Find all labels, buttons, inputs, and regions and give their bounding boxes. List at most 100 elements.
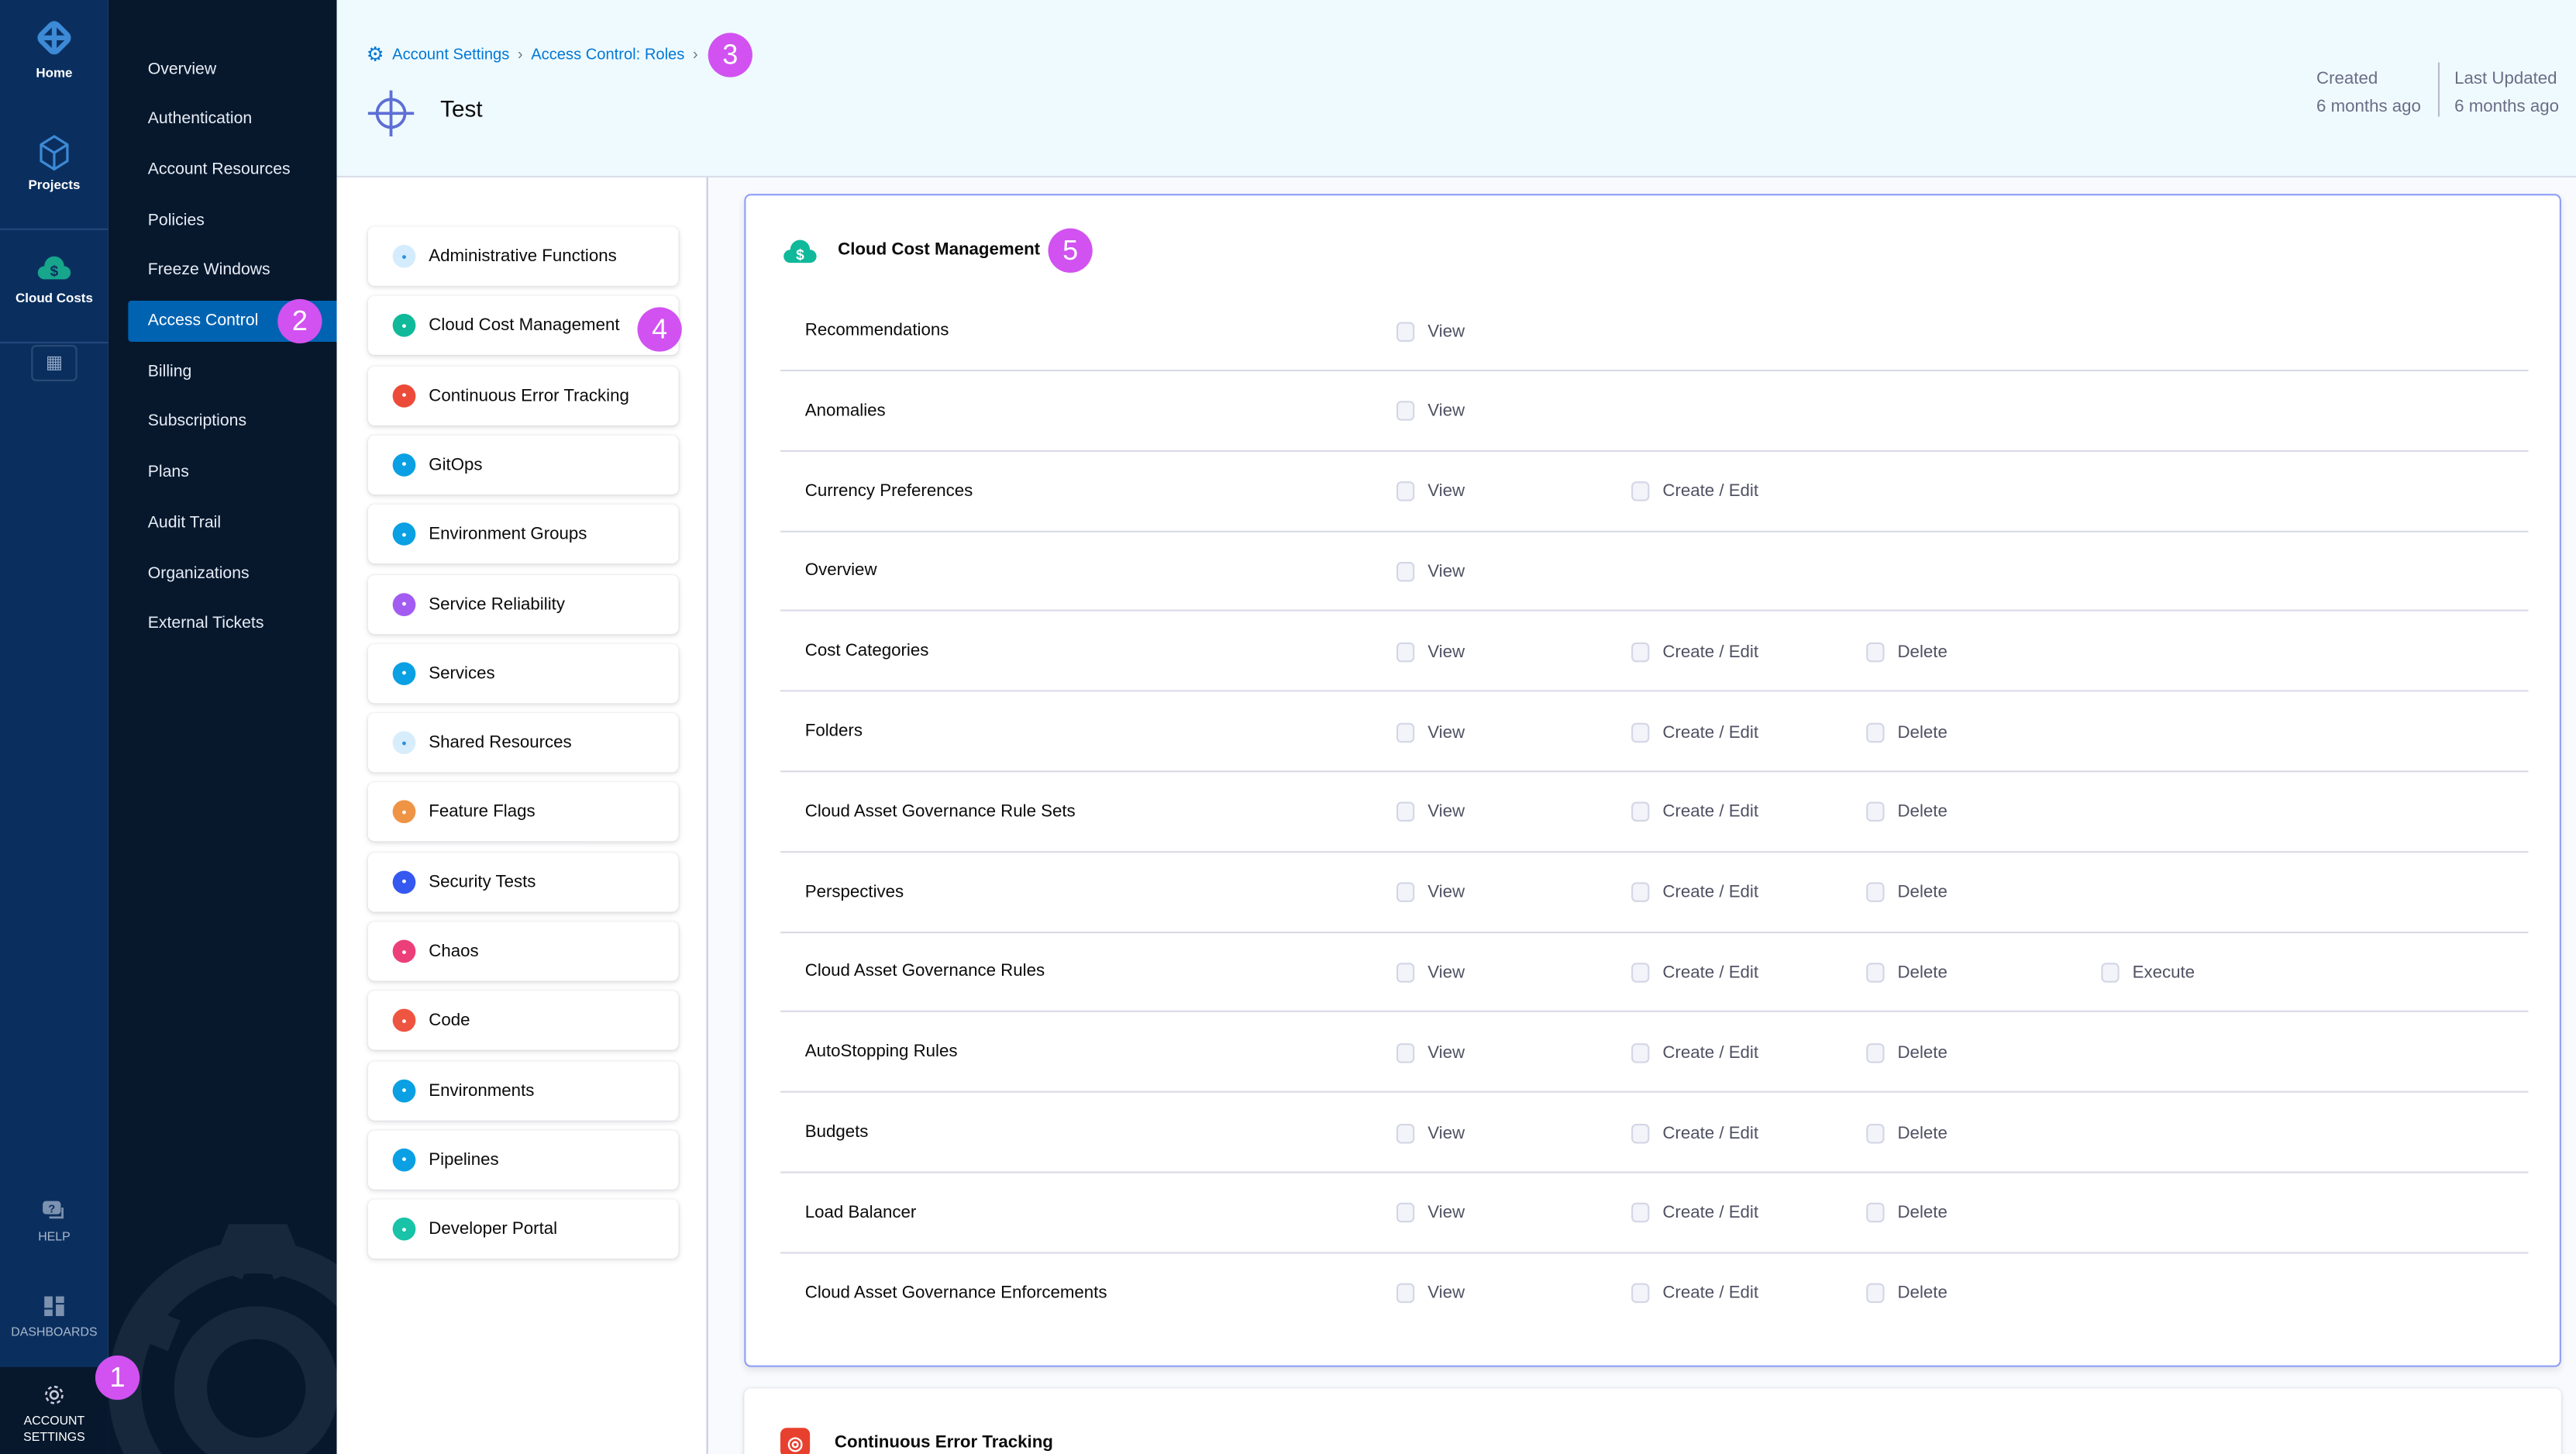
breadcrumb-account-settings[interactable]: Account Settings: [392, 45, 510, 64]
permission-checkbox[interactable]: [1866, 722, 1885, 743]
permission-view[interactable]: View: [1396, 612, 1465, 692]
module-card-services[interactable]: • Services: [367, 643, 679, 703]
module-card-service-reliability[interactable]: • Service Reliability: [367, 574, 679, 634]
permission-checkbox[interactable]: [1396, 481, 1415, 501]
permission-checkbox[interactable]: [1396, 561, 1415, 582]
permission-checkbox[interactable]: [1866, 1203, 1885, 1223]
module-card-chaos[interactable]: • Chaos: [367, 922, 679, 981]
permission-view[interactable]: View: [1396, 932, 1465, 1013]
permission-view[interactable]: View: [1396, 371, 1465, 452]
permission-delete[interactable]: Delete: [1866, 772, 1947, 853]
permission-checkbox[interactable]: [1396, 1283, 1415, 1304]
breadcrumb-access-control-roles[interactable]: Access Control: Roles: [531, 45, 685, 64]
permission-checkbox[interactable]: [1396, 802, 1415, 822]
sidebar-item-policies[interactable]: Policies: [147, 211, 205, 229]
rail-cloud-costs[interactable]: $ Cloud Costs: [0, 251, 108, 305]
permission-view[interactable]: View: [1396, 1173, 1465, 1253]
rail-help[interactable]: ? HELP: [0, 1200, 108, 1244]
permission-checkbox[interactable]: [1396, 1203, 1415, 1223]
permission-checkbox[interactable]: [1396, 1122, 1415, 1143]
permission-checkbox[interactable]: [1631, 1283, 1650, 1304]
permission-view[interactable]: View: [1396, 532, 1465, 612]
permission-create-edit[interactable]: Create / Edit: [1631, 932, 1758, 1013]
permission-checkbox[interactable]: [1866, 963, 1885, 983]
permission-view[interactable]: View: [1396, 451, 1465, 532]
permission-checkbox[interactable]: [1631, 481, 1650, 501]
permission-checkbox[interactable]: [1396, 401, 1415, 422]
module-card-environment-groups[interactable]: • Environment Groups: [367, 505, 679, 564]
permission-create-edit[interactable]: Create / Edit: [1631, 772, 1758, 853]
module-card-developer-portal[interactable]: • Developer Portal: [367, 1199, 679, 1259]
permission-delete[interactable]: Delete: [1866, 852, 1947, 932]
permission-view[interactable]: View: [1396, 1012, 1465, 1093]
module-card-cloud-cost-management[interactable]: • Cloud Cost Management: [367, 296, 679, 356]
permission-execute[interactable]: Execute: [2101, 932, 2195, 1013]
sidebar-item-billing[interactable]: Billing: [147, 362, 192, 381]
permission-create-edit[interactable]: Create / Edit: [1631, 1253, 1758, 1334]
permission-delete[interactable]: Delete: [1866, 1253, 1947, 1334]
permission-checkbox[interactable]: [1396, 321, 1415, 341]
permission-checkbox[interactable]: [1631, 722, 1650, 743]
permission-delete[interactable]: Delete: [1866, 932, 1947, 1013]
permission-delete[interactable]: Delete: [1866, 691, 1947, 772]
permission-delete[interactable]: Delete: [1866, 1012, 1947, 1093]
module-grid-button[interactable]: ▦: [31, 345, 77, 381]
permission-checkbox[interactable]: [1396, 642, 1415, 662]
permission-create-edit[interactable]: Create / Edit: [1631, 451, 1758, 532]
permission-checkbox[interactable]: [1866, 1042, 1885, 1063]
sidebar-item-plans[interactable]: Plans: [147, 463, 189, 482]
rail-dashboards[interactable]: DASHBOARDS: [0, 1294, 108, 1339]
rail-projects[interactable]: Projects: [0, 135, 108, 192]
permission-checkbox[interactable]: [1866, 802, 1885, 822]
permission-view[interactable]: View: [1396, 772, 1465, 853]
permission-create-edit[interactable]: Create / Edit: [1631, 612, 1758, 692]
permission-view[interactable]: View: [1396, 691, 1465, 772]
permission-view[interactable]: View: [1396, 291, 1465, 371]
permission-delete[interactable]: Delete: [1866, 612, 1947, 692]
permission-create-edit[interactable]: Create / Edit: [1631, 1173, 1758, 1253]
module-card-shared-resources[interactable]: • Shared Resources: [367, 713, 679, 773]
permission-view[interactable]: View: [1396, 1093, 1465, 1173]
permission-checkbox[interactable]: [1866, 1283, 1885, 1304]
permission-checkbox[interactable]: [2101, 963, 2120, 983]
module-card-security-tests[interactable]: • Security Tests: [367, 852, 679, 911]
module-card-administrative-functions[interactable]: • Administrative Functions: [367, 226, 679, 286]
permission-checkbox[interactable]: [1631, 1122, 1650, 1143]
permission-checkbox[interactable]: [1396, 963, 1415, 983]
permission-delete[interactable]: Delete: [1866, 1173, 1947, 1253]
permission-checkbox[interactable]: [1631, 1203, 1650, 1223]
permission-checkbox[interactable]: [1396, 1042, 1415, 1063]
sidebar-item-organizations[interactable]: Organizations: [147, 564, 250, 583]
permission-view[interactable]: View: [1396, 1253, 1465, 1334]
sidebar-item-overview[interactable]: Overview: [147, 60, 217, 78]
rail-home[interactable]: Home: [0, 19, 108, 81]
permission-create-edit[interactable]: Create / Edit: [1631, 1012, 1758, 1093]
permission-checkbox[interactable]: [1866, 1122, 1885, 1143]
permission-checkbox[interactable]: [1631, 642, 1650, 662]
permission-create-edit[interactable]: Create / Edit: [1631, 1093, 1758, 1173]
permission-checkbox[interactable]: [1631, 882, 1650, 903]
sidebar-item-freeze-windows[interactable]: Freeze Windows: [147, 261, 270, 281]
module-card-continuous-error-tracking[interactable]: • Continuous Error Tracking: [367, 365, 679, 426]
sidebar-item-audit-trail[interactable]: Audit Trail: [147, 514, 222, 532]
module-card-environments[interactable]: • Environments: [367, 1060, 679, 1120]
permission-checkbox[interactable]: [1631, 1042, 1650, 1063]
permission-delete[interactable]: Delete: [1866, 1093, 1947, 1173]
sidebar-item-authentication[interactable]: Authentication: [147, 110, 253, 129]
module-card-gitops[interactable]: • GitOps: [367, 435, 679, 494]
sidebar-item-external-tickets[interactable]: External Tickets: [147, 615, 264, 633]
permission-create-edit[interactable]: Create / Edit: [1631, 691, 1758, 772]
permission-checkbox[interactable]: [1866, 882, 1885, 903]
module-card-feature-flags[interactable]: • Feature Flags: [367, 782, 679, 842]
sidebar-item-subscriptions[interactable]: Subscriptions: [147, 412, 247, 432]
permission-create-edit[interactable]: Create / Edit: [1631, 852, 1758, 932]
permission-checkbox[interactable]: [1866, 642, 1885, 662]
rail-account-settings[interactable]: ACCOUNT SETTINGS: [0, 1366, 108, 1454]
module-card-code[interactable]: • Code: [367, 991, 679, 1051]
permission-checkbox[interactable]: [1631, 802, 1650, 822]
permission-checkbox[interactable]: [1396, 722, 1415, 743]
sidebar-item-account-resources[interactable]: Account Resources: [147, 160, 291, 179]
module-card-pipelines[interactable]: • Pipelines: [367, 1130, 679, 1190]
permission-checkbox[interactable]: [1631, 963, 1650, 983]
permission-checkbox[interactable]: [1396, 882, 1415, 903]
